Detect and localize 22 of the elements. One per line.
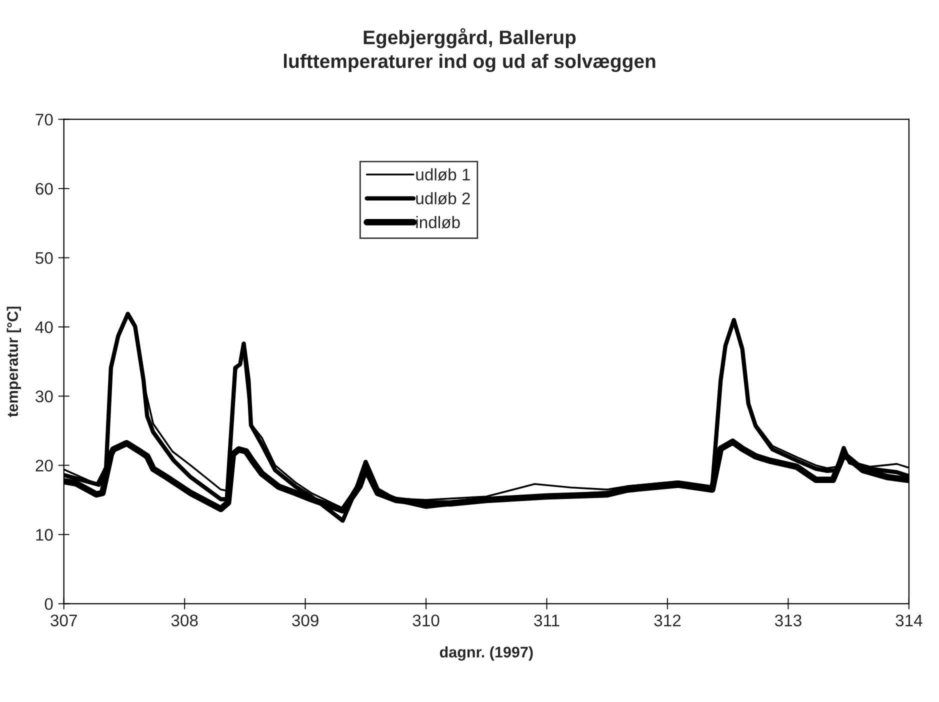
x-tick-label: 309 [292, 614, 318, 626]
x-tick-label: 308 [171, 614, 198, 626]
y-tick-label: 0 [44, 598, 53, 610]
x-tick-label: 307 [50, 614, 77, 626]
y-tick-label: 30 [36, 390, 53, 402]
y-axis-title: temperatur [°C] [6, 306, 22, 418]
x-tick-label: 313 [774, 614, 802, 626]
x-axis-title: dagnr. (1997) [440, 646, 533, 661]
x-tick-label: 314 [896, 614, 922, 626]
x-tick-label: 310 [412, 614, 440, 626]
y-tick-label: 70 [36, 114, 53, 126]
legend-label: indløb [416, 216, 460, 228]
x-tick-label: 312 [654, 614, 681, 626]
legend-label: udløb 1 [416, 168, 470, 181]
y-tick-label: 40 [35, 321, 53, 334]
chart-title: Egebjerggård, Ballerup lufttemperaturer ind og ud af solvæggen [284, 28, 656, 72]
y-tick-label: 10 [36, 528, 53, 541]
y-tick-label: 50 [36, 252, 53, 264]
y-tick-label: 60 [36, 182, 53, 195]
y-tick-label: 20 [36, 460, 53, 472]
legend-label: udløb 2 [416, 192, 470, 205]
x-tick-label: 311 [534, 614, 560, 626]
